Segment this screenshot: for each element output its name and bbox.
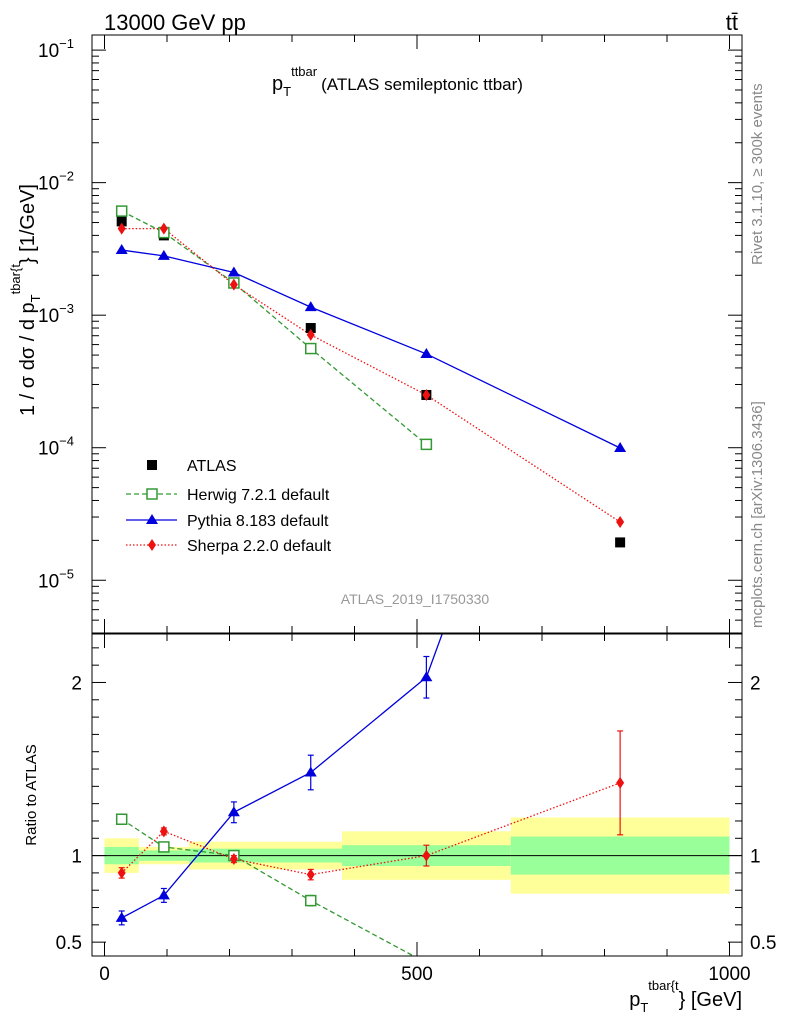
x-axis-label-rest: } [GeV] [679, 989, 742, 1011]
ratio-plot-frame [91, 633, 743, 957]
main-y-tick-label: 10−5 [38, 566, 74, 592]
main-y-axis-label-rest: } [1/GeV] [17, 184, 39, 264]
process-label: tt̄ [726, 10, 738, 35]
legend-label-pythia: Pythia 8.183 default [187, 513, 329, 530]
plot-title: pTttbar(ATLAS semileptonic ttbar) [272, 64, 523, 99]
main-y-tick-label-base: 10 [38, 306, 59, 327]
herwig-ratio-point [115, 813, 128, 825]
ratio-y-axis-label: Ratio to ATLAS [23, 744, 40, 845]
atlas-data-point [615, 537, 626, 548]
x-tick-label: 0 [99, 964, 110, 985]
main-y-tick-label: 10−1 [38, 36, 74, 62]
pythia-main-line [121, 249, 621, 449]
sherpa-ratio-line [121, 782, 621, 876]
main-y-axis-label: 1 / σ dσ / d pTtbar{t} [1/GeV] [8, 184, 43, 416]
herwig-main-point [115, 205, 128, 217]
legend: ATLAS Herwig 7.2.1 default Pythia 8.183 … [126, 458, 332, 555]
x-axis-label: pTtbar{t} [GeV] [629, 978, 742, 1015]
herwig-main-point [420, 438, 433, 451]
pythia-ratio-point [115, 911, 128, 922]
main-y-tick-label-exp: −3 [59, 301, 74, 316]
main-y-tick-label: 10−2 [38, 169, 74, 195]
rivet-label: Rivet 3.1.10, ≥ 300k events [749, 83, 766, 265]
ratio-y-tick-label-right: 0.5 [750, 933, 776, 954]
sherpa-main-point [159, 222, 168, 235]
legend-marker-herwig [146, 488, 158, 500]
atlas-data-point [305, 323, 316, 334]
sherpa-ratio-point [159, 825, 168, 838]
legend-marker-pythia [146, 514, 158, 524]
sherpa-main-line [121, 227, 621, 523]
plot-title-sub: T [283, 84, 291, 99]
pythia-main-point [420, 347, 433, 358]
pythia-main-point [115, 244, 128, 255]
sherpa-ratio-point [117, 866, 126, 879]
ratio-y-tick-label-left: 0.5 [56, 933, 82, 954]
ratio-y-tick-label-right: 1 [750, 847, 761, 868]
main-y-axis-label-sub: T [28, 294, 43, 302]
legend-label-sherpa: Sherpa 2.2.0 default [187, 538, 332, 555]
pythia-ratio-point [227, 806, 240, 817]
pythia-ratio-point [420, 671, 433, 682]
x-axis-label-sub: T [640, 1000, 648, 1015]
ratio-y-tick-label-right: 2 [750, 673, 761, 694]
sherpa-main-point [229, 278, 238, 291]
ratio-y-tick-label-left: 1 [71, 847, 82, 868]
plot-title-main: p [272, 73, 283, 95]
herwig-main-point [305, 342, 317, 355]
beam-label: 13000 GeV pp [104, 10, 246, 35]
herwig-ratio-point [305, 894, 317, 907]
main-y-tick-label-base: 10 [38, 174, 59, 195]
legend-marker-sherpa [148, 539, 156, 551]
main-y-tick-label: 10−3 [38, 301, 74, 327]
legend-marker-atlas [147, 460, 157, 470]
legend-label-atlas: ATLAS [187, 458, 237, 475]
pythia-ratio-line [121, 634, 443, 919]
mcplots-label: mcplots.cern.ch [arXiv:1306.3436] [749, 401, 766, 628]
pythia-ratio-point [157, 889, 170, 900]
x-tick-label: 1000 [708, 964, 750, 985]
main-y-axis-label-start: 1 / σ dσ / d p [17, 302, 39, 416]
sherpa-main-point [117, 222, 126, 235]
herwig-ratio-point [158, 841, 170, 853]
main-y-tick-label-base: 10 [38, 41, 59, 62]
main-y-tick-label-exp: −1 [59, 36, 74, 51]
analysis-id: ATLAS_2019_I1750330 [341, 591, 490, 607]
x-tick-label: 500 [401, 964, 433, 985]
sherpa-main-point [422, 388, 431, 401]
sherpa-main-point [616, 516, 625, 529]
herwig-main-line [121, 210, 427, 445]
x-axis-label-main: p [629, 989, 640, 1011]
pythia-ratio-point [304, 766, 317, 777]
sherpa-ratio-point [422, 849, 431, 862]
main-y-tick-label-base: 10 [38, 439, 59, 460]
ratio-panel: 0.5 0.5 1 1 2 2 Ratio to ATLAS [23, 140, 776, 957]
sherpa-ratio-point [229, 853, 238, 866]
sherpa-ratio-point [616, 776, 625, 789]
pythia-main-point [304, 301, 317, 312]
pythia-main-point [614, 442, 627, 453]
ratio-y-tick-label-left: 2 [71, 673, 82, 694]
main-y-tick-label-base: 10 [38, 571, 59, 592]
main-y-tick-label-exp: −2 [59, 169, 74, 184]
pythia-ratio-point [614, 140, 626, 150]
main-y-tick-label: 10−4 [38, 434, 74, 460]
legend-label-herwig: Herwig 7.2.1 default [187, 487, 330, 504]
plot-title-sup: ttbar [291, 64, 318, 79]
main-y-tick-label-exp: −5 [59, 566, 74, 581]
sherpa-main-point [306, 328, 315, 341]
atlas-data-point [116, 216, 127, 227]
main-y-axis-label-sup: tbar{t [8, 264, 23, 295]
main-panel: 10−510−410−310−210−1 pTttbar(ATLAS semil… [8, 34, 743, 634]
plot-title-rest: (ATLAS semileptonic ttbar) [321, 75, 523, 94]
sherpa-ratio-point [306, 868, 315, 881]
x-axis-label-sup: tbar{t [648, 978, 679, 993]
main-y-tick-label-exp: −4 [59, 434, 74, 449]
pythia-main-point [157, 249, 170, 260]
pythia-main-point [227, 266, 240, 277]
